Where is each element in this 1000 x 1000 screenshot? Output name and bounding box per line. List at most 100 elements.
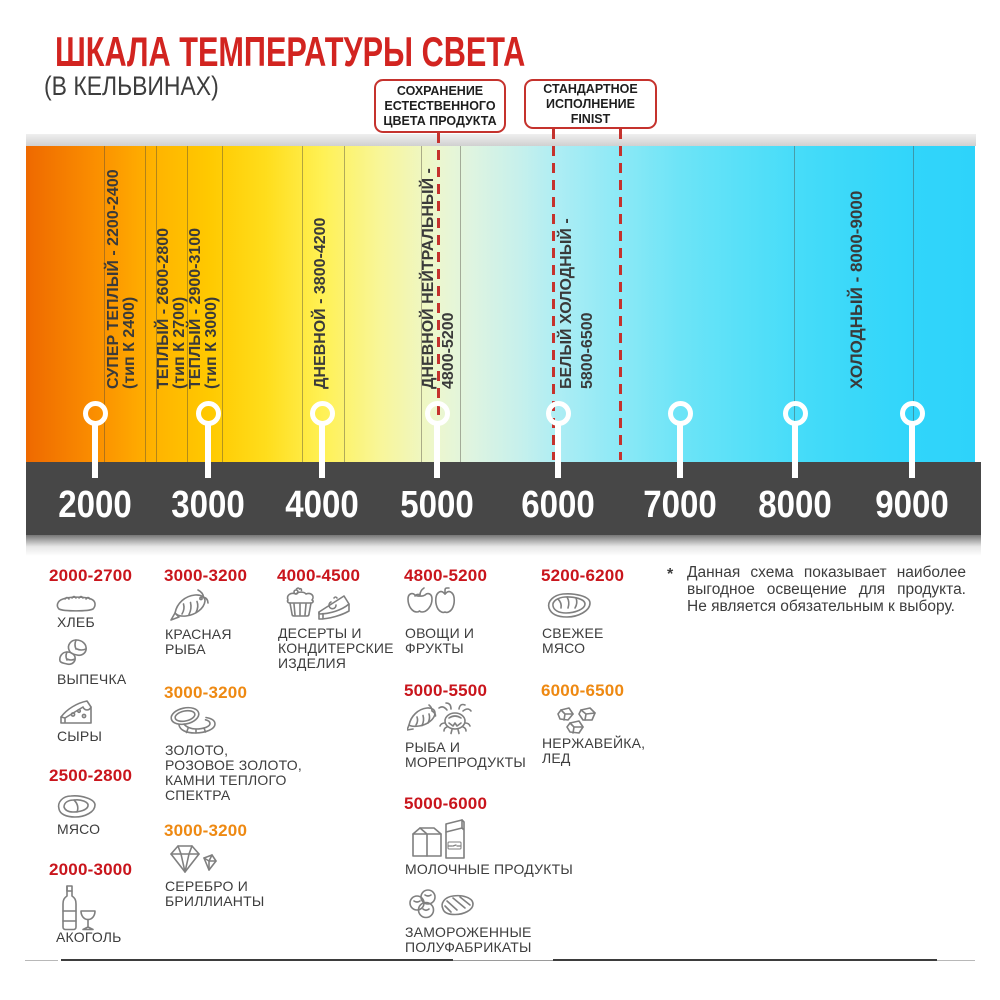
scale-pin (309, 401, 335, 426)
legend-range-heading: 3000-3200 (164, 821, 248, 840)
page-subtitle: (В КЕЛЬВИНАХ) (44, 71, 219, 101)
legend-item-label: ВЫПЕЧКА (57, 671, 127, 687)
cheese-icon (57, 697, 95, 728)
legend-item-label: ЗАМОРОЖЕННЫЕ ПОЛУФАБРИКАТЫ (405, 924, 532, 955)
legend-item-label: СЕРЕБРО И БРИЛЛИАНТЫ (165, 878, 265, 909)
scale-pin (195, 401, 221, 426)
zone-label: ТЕПЛЫЙ - 2600-2800 (тип К 2700) (155, 227, 188, 389)
axis-tick-label: 7000 (643, 484, 717, 526)
axis-tick-label: 4000 (285, 484, 359, 526)
axis-tick-label: 9000 (875, 484, 949, 526)
legend-item-label: НЕРЖАВЕЙКА, ЛЕД (542, 735, 646, 766)
legend-item-label: СВЕЖЕЕ МЯСО (542, 625, 604, 656)
callout-finist-standard: СТАНДАРТНОЕ ИСПОЛНЕНИЕ FINIST (524, 79, 657, 129)
bread-icon (55, 593, 97, 613)
scale-pin (667, 401, 693, 426)
frozen-icon (407, 887, 477, 921)
zone-boundary-line (222, 146, 223, 462)
steak-icon (545, 590, 593, 620)
callout-connector-line (618, 129, 622, 460)
zone-label: ТЕПЛЫЙ - 2900-3100 (тип К 3000) (187, 227, 220, 389)
legend-item-label: СЫРЫ (57, 728, 103, 744)
temperature-gradient-bar (26, 146, 975, 462)
legend-item-label: МЯСО (57, 821, 101, 837)
scale-pin-stem (555, 424, 561, 478)
legend-bottom-rule (61, 959, 453, 961)
page-title: ШКАЛА ТЕМПЕРАТУРЫ СВЕТА (55, 28, 526, 75)
legend-range-heading: 2000-2700 (49, 566, 133, 585)
callout-connector-line (437, 133, 440, 460)
footnote-line: выгодное освещение для продукта. (687, 580, 966, 598)
dessert-icon (282, 586, 352, 624)
scale-pin (82, 401, 108, 426)
footnote-line: Не является обязательным к выбору. (687, 597, 955, 615)
scale-pin-stem (909, 424, 915, 478)
alcohol-icon (57, 884, 97, 932)
legend-bottom-rule (25, 960, 58, 961)
legend-range-heading: 2000-3000 (49, 860, 133, 879)
scale-pin (782, 401, 808, 426)
axis-tick-label: 8000 (758, 484, 832, 526)
axis-bar-shadow (26, 535, 981, 556)
legend-range-heading: 4800-5200 (404, 566, 488, 585)
legend-item-label: ЗОЛОТО, РОЗОВОЕ ЗОЛОТО, КАМНИ ТЕПЛОГО СП… (165, 742, 302, 803)
legend-item-label: МОЛОЧНЫЕ ПРОДУКТЫ (405, 861, 573, 877)
rings-icon (168, 704, 220, 736)
zone-boundary-line (913, 146, 914, 462)
legend-item-label: АКОГОЛЬ (56, 929, 122, 945)
scale-pin-stem (319, 424, 325, 478)
legend-bottom-rule (553, 959, 937, 961)
zone-label: ХОЛОДНЫЙ - 8000-9000 (847, 190, 866, 389)
legend-range-heading: 3000-3200 (164, 683, 248, 702)
legend-item-label: ОВОЩИ И ФРУКТЫ (405, 625, 475, 656)
scale-pin (545, 401, 571, 426)
scale-pin (424, 401, 450, 426)
legend-range-heading: 6000-6500 (541, 681, 625, 700)
zone-label: БЕЛЫЙ ХОЛОДНЫЙ - 5800-6500 (558, 218, 596, 389)
legend-bottom-rule (937, 960, 975, 961)
axis-tick-label: 3000 (171, 484, 245, 526)
zone-boundary-line (302, 146, 303, 462)
diamond-icon (168, 842, 218, 875)
kelvin-axis-bar (26, 462, 981, 535)
seafood-icon (407, 701, 473, 737)
footnote-text: Данная схема показывает наиболее выгодное… (687, 564, 966, 615)
zone-boundary-line (145, 146, 146, 462)
callout-connector-line (551, 129, 555, 460)
scale-pin-stem (205, 424, 211, 478)
legend-range-heading: 5200-6200 (541, 566, 625, 585)
legend-range-heading: 3000-3200 (164, 566, 248, 585)
scale-pin-stem (677, 424, 683, 478)
legend-range-heading: 4000-4500 (277, 566, 361, 585)
axis-tick-label: 2000 (58, 484, 132, 526)
zone-boundary-line (187, 146, 188, 462)
scale-pin-stem (792, 424, 798, 478)
zone-boundary-line (156, 146, 157, 462)
axis-tick-label: 6000 (521, 484, 595, 526)
legend-range-heading: 5000-5500 (404, 681, 488, 700)
bar-top-bevel (26, 134, 976, 146)
legend-range-heading: 2500-2800 (49, 766, 133, 785)
zone-boundary-line (104, 146, 105, 462)
zone-boundary-line (460, 146, 461, 462)
meat-icon (55, 792, 99, 820)
zone-boundary-line (794, 146, 795, 462)
zone-label: ДНЕВНОЙ - 3800-4200 (312, 217, 329, 389)
legend-item-label: КРАСНАЯ РЫБА (165, 626, 232, 657)
fruits-icon (407, 586, 457, 616)
ice-icon (553, 706, 599, 736)
legend-item-label: РЫБА И МОРЕПРОДУКТЫ (405, 739, 526, 770)
zone-label: СУПЕР ТЕПЛЫЙ - 2200-2400 (тип К 2400) (105, 169, 138, 389)
zone-boundary-line (344, 146, 345, 462)
scale-pin-stem (434, 424, 440, 478)
footnote-line: Данная схема показывает наиболее (687, 564, 966, 581)
dairy-icon (410, 816, 468, 860)
scale-pin (899, 401, 925, 426)
croissant-icon (57, 637, 93, 668)
scale-pin-stem (92, 424, 98, 478)
legend-item-label: ХЛЕБ (57, 614, 95, 630)
footnote-asterisk: * (667, 566, 674, 583)
legend-range-heading: 5000-6000 (404, 794, 488, 813)
legend-bottom-rule (453, 960, 553, 961)
